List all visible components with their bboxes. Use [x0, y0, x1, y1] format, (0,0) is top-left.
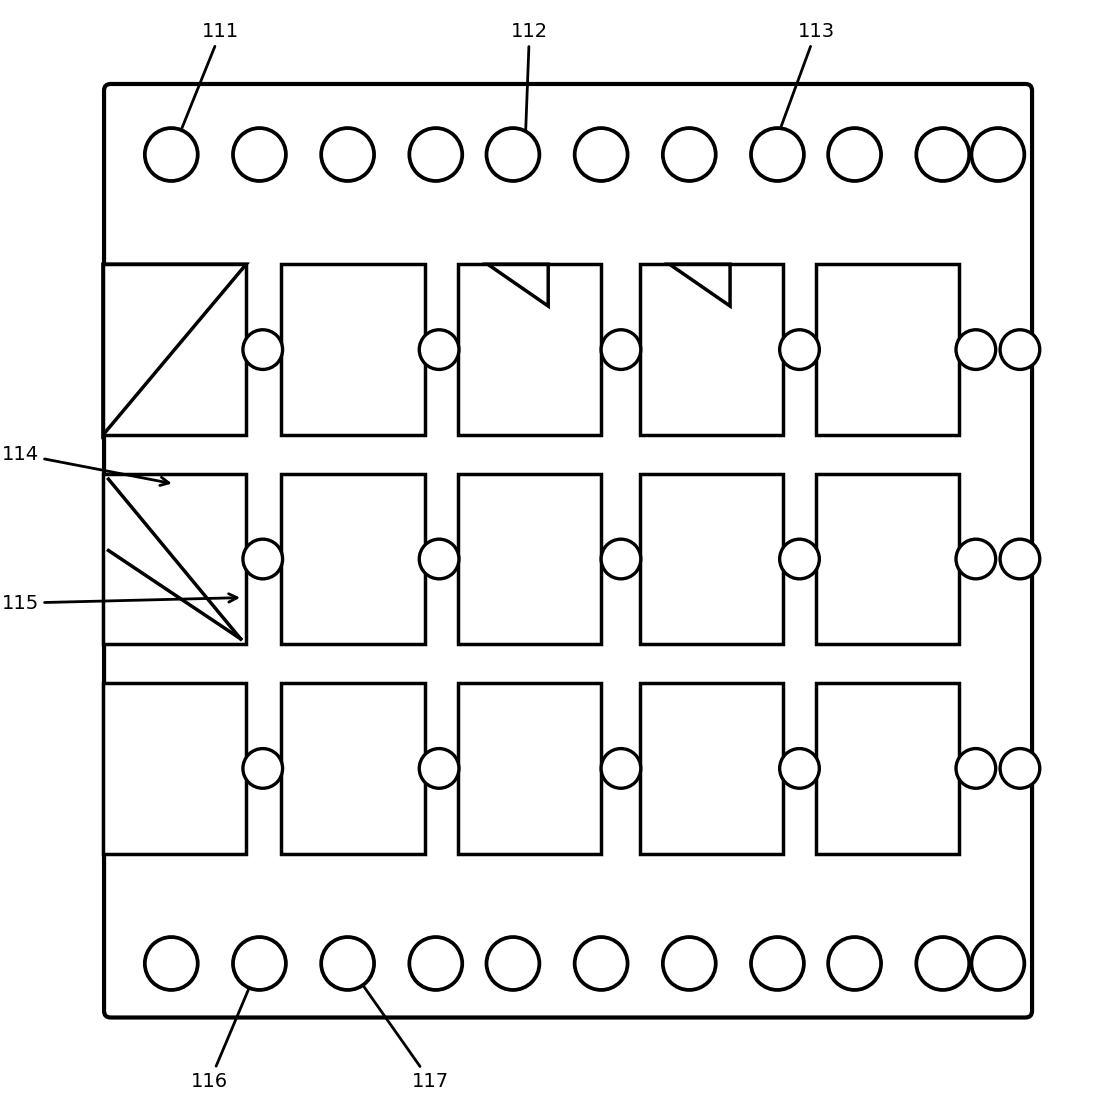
Circle shape: [917, 937, 969, 990]
Circle shape: [601, 330, 641, 370]
Circle shape: [779, 539, 820, 579]
Circle shape: [971, 937, 1025, 990]
Circle shape: [601, 748, 641, 788]
Bar: [103, 683, 246, 853]
Circle shape: [662, 937, 716, 990]
Bar: [458, 683, 601, 853]
Text: 113: 113: [764, 22, 835, 170]
Circle shape: [601, 539, 641, 579]
Circle shape: [779, 330, 820, 370]
Circle shape: [1000, 539, 1040, 579]
Circle shape: [419, 539, 459, 579]
Bar: [281, 474, 425, 644]
Bar: [640, 265, 783, 435]
Circle shape: [486, 937, 540, 990]
Circle shape: [956, 539, 996, 579]
Circle shape: [574, 937, 628, 990]
FancyBboxPatch shape: [104, 84, 1032, 1017]
Circle shape: [917, 128, 969, 180]
Bar: [816, 683, 959, 853]
Text: 117: 117: [351, 969, 449, 1090]
Circle shape: [243, 539, 282, 579]
Circle shape: [971, 128, 1025, 180]
Text: 114: 114: [2, 445, 168, 486]
Text: 116: 116: [192, 969, 258, 1090]
Circle shape: [574, 128, 628, 180]
Circle shape: [486, 128, 540, 180]
Bar: [281, 683, 425, 853]
Text: 112: 112: [511, 22, 549, 169]
Circle shape: [828, 937, 881, 990]
Circle shape: [233, 937, 285, 990]
Circle shape: [321, 128, 374, 180]
Circle shape: [145, 128, 197, 180]
Circle shape: [828, 128, 881, 180]
Circle shape: [321, 937, 374, 990]
Circle shape: [233, 128, 285, 180]
Bar: [816, 474, 959, 644]
Bar: [458, 265, 601, 435]
Circle shape: [419, 748, 459, 788]
Circle shape: [752, 128, 804, 180]
Circle shape: [662, 128, 716, 180]
Circle shape: [1000, 330, 1040, 370]
Bar: [103, 474, 246, 644]
Circle shape: [956, 748, 996, 788]
Text: 115: 115: [2, 593, 237, 612]
Bar: [103, 265, 246, 435]
Circle shape: [409, 937, 463, 990]
Bar: [640, 474, 783, 644]
Circle shape: [243, 748, 282, 788]
Circle shape: [243, 330, 282, 370]
Circle shape: [419, 330, 459, 370]
Bar: [458, 474, 601, 644]
Circle shape: [409, 128, 463, 180]
Circle shape: [145, 937, 197, 990]
Circle shape: [779, 748, 820, 788]
Bar: [640, 683, 783, 853]
Circle shape: [752, 937, 804, 990]
Bar: [281, 265, 425, 435]
Text: 111: 111: [173, 22, 240, 149]
Circle shape: [956, 330, 996, 370]
Circle shape: [1000, 748, 1040, 788]
Bar: [816, 265, 959, 435]
